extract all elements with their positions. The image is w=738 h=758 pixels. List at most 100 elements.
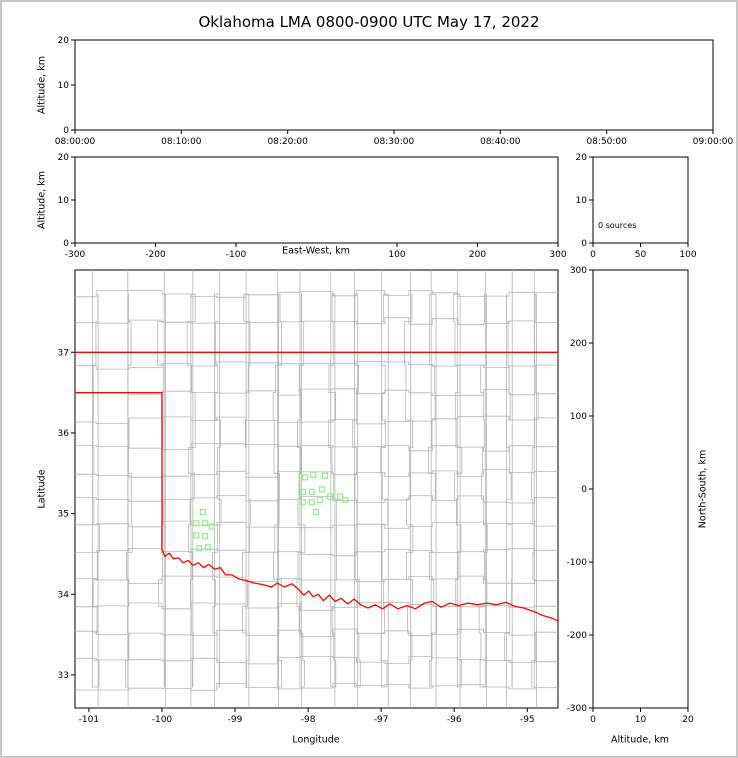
x-tick-label: -300 — [65, 250, 86, 260]
county-boundary-line — [75, 289, 558, 298]
x-tick-label: 100 — [388, 250, 405, 260]
x-tick-label: 10 — [635, 715, 647, 725]
county-boundary-line — [75, 683, 558, 691]
county-boundary-line — [75, 548, 558, 557]
y-tick-label: -100 — [567, 558, 588, 568]
y-tick-label: 20 — [58, 36, 70, 46]
county-boundary-line — [242, 270, 251, 708]
x-tick-label: 08:00:00 — [55, 137, 96, 147]
county-boundary-line — [75, 317, 558, 326]
panel-frame-northsouth-altitude — [592, 269, 689, 709]
y-tick-label: 34 — [58, 590, 70, 600]
station-marker — [193, 532, 200, 539]
station-marker — [299, 499, 307, 506]
x-tick-label: 100 — [679, 250, 696, 260]
county-boundary-line — [328, 270, 338, 708]
station-marker — [193, 520, 200, 527]
y-tick-label: 200 — [570, 339, 587, 349]
altitude-axis-label-ew-panel: Altitude, km — [36, 171, 48, 229]
panel-frame-altitude-eastwest — [74, 156, 559, 244]
station-marker — [201, 533, 209, 540]
station-marker — [204, 544, 212, 551]
sources-count-note: 0 sources — [598, 221, 637, 230]
county-boundary-line — [75, 656, 558, 665]
y-tick-label: 10 — [58, 81, 70, 91]
y-tick-label: -300 — [567, 704, 588, 714]
y-tick-label: 0 — [581, 239, 587, 249]
y-tick-label: 0 — [63, 126, 69, 136]
x-tick-label: 08:40:00 — [480, 137, 521, 147]
map-content — [75, 270, 558, 708]
station-marker — [196, 545, 203, 552]
station-marker — [342, 496, 349, 503]
x-tick-label: 08:10:00 — [161, 137, 202, 147]
county-boundary-line — [75, 602, 558, 611]
county-boundary-line — [92, 270, 100, 708]
county-boundary-line — [75, 628, 558, 637]
county-boundary-line — [125, 270, 133, 708]
station-marker — [326, 493, 334, 500]
x-tick-label: -100 — [226, 250, 247, 260]
station-marker — [201, 520, 209, 527]
state-border-line — [161, 548, 558, 622]
station-marker — [310, 471, 317, 478]
station-marker — [302, 474, 309, 481]
station-marker — [199, 508, 206, 516]
longitude-axis-label: Longitude — [292, 734, 340, 746]
northsouth-axis-label: North-South, km — [697, 449, 709, 529]
eastwest-axis-label: East-West, km — [282, 245, 350, 257]
county-boundary-line — [427, 270, 438, 708]
x-tick-label: -100 — [152, 715, 173, 725]
y-tick-label: 100 — [570, 412, 587, 422]
x-tick-label: -97 — [374, 715, 389, 725]
y-tick-label: 35 — [58, 510, 69, 520]
station-marker — [337, 493, 344, 500]
county-boundary-line — [478, 270, 488, 708]
station-marker — [299, 488, 307, 495]
x-tick-label: 08:30:00 — [374, 137, 415, 147]
y-tick-label: 10 — [576, 196, 588, 206]
county-boundary-line — [404, 270, 414, 708]
x-tick-label: -96 — [447, 715, 462, 725]
x-tick-label: 300 — [549, 250, 566, 260]
y-tick-label: 10 — [58, 196, 70, 206]
station-marker — [308, 488, 315, 495]
latitude-axis-label: Latitude — [36, 469, 48, 509]
y-tick-label: 0 — [581, 485, 587, 495]
panel-frame-map — [74, 269, 559, 709]
x-tick-label: -98 — [301, 715, 316, 725]
county-boundary-line — [75, 388, 558, 396]
station-marker — [208, 523, 215, 530]
x-tick-label: 09:00:00 — [693, 137, 734, 147]
station-marker — [316, 496, 323, 503]
y-tick-label: 0 — [63, 239, 69, 249]
county-boundary-line — [75, 575, 558, 584]
y-tick-label: 20 — [576, 153, 588, 163]
x-tick-label: 08:20:00 — [267, 137, 308, 147]
y-tick-label: 33 — [58, 671, 69, 681]
station-marker — [318, 486, 326, 493]
figure-title: Oklahoma LMA 0800-0900 UTC May 17, 2022 — [198, 13, 540, 31]
x-tick-label: -99 — [228, 715, 243, 725]
y-tick-label: 20 — [58, 153, 70, 163]
x-tick-label: 08:50:00 — [586, 137, 627, 147]
county-boundary-line — [75, 361, 558, 370]
x-tick-label: -101 — [79, 715, 99, 725]
county-boundary-line — [453, 270, 463, 708]
x-tick-label: 200 — [469, 250, 486, 260]
altitude-axis-label-ns-panel: Altitude, km — [611, 734, 669, 746]
y-tick-label: 36 — [58, 429, 70, 439]
x-tick-label: 20 — [682, 715, 694, 725]
x-tick-label: 0 — [590, 715, 596, 725]
x-tick-label: 0 — [590, 250, 596, 260]
y-tick-label: 37 — [58, 348, 69, 358]
county-boundary-line — [186, 270, 196, 708]
x-tick-label: 50 — [635, 250, 647, 260]
county-boundary-line — [504, 270, 513, 708]
y-tick-label: -200 — [567, 631, 588, 641]
y-tick-label: 300 — [570, 266, 587, 276]
x-tick-label: -95 — [520, 715, 535, 725]
altitude-axis-label-time-panel: Altitude, km — [36, 56, 48, 114]
station-marker — [313, 508, 320, 516]
